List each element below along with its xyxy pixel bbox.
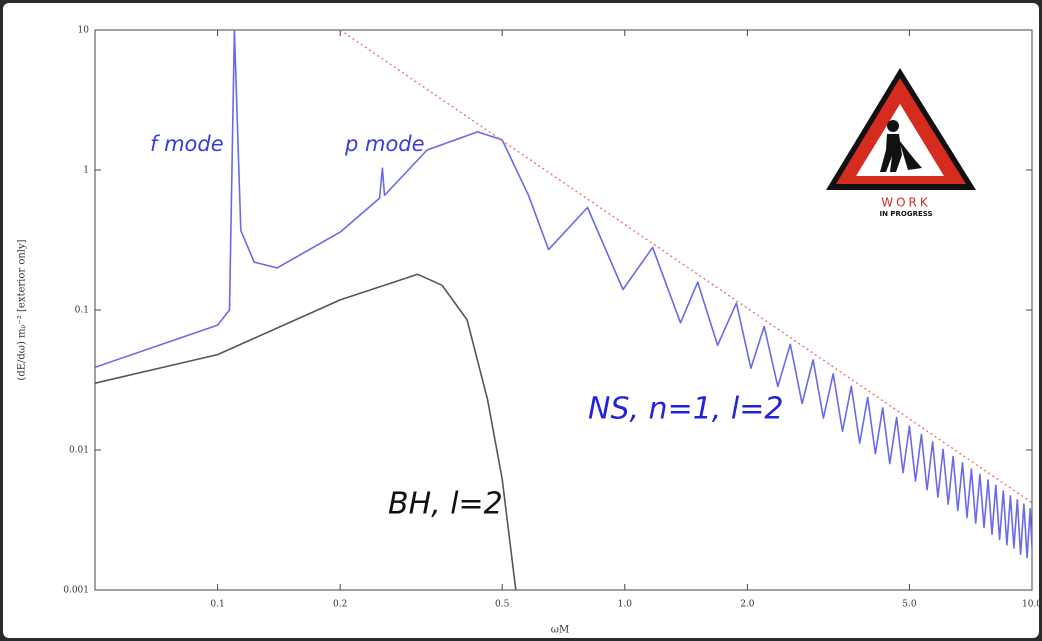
annotation: NS, n=1, l=2 xyxy=(588,392,783,427)
x-tick-label: 0.5 xyxy=(495,600,510,610)
x-tick-label: 2.0 xyxy=(740,600,755,610)
badge-text: IN PROGRESS xyxy=(879,210,932,218)
annotation: BH, l=2 xyxy=(388,487,503,522)
x-tick-label: 1.0 xyxy=(618,600,633,610)
x-axis-label: ωM xyxy=(551,625,569,636)
series-line xyxy=(95,273,517,590)
y-tick-label: 0.01 xyxy=(69,446,89,456)
series-line xyxy=(95,30,1032,559)
y-tick-label: 0.1 xyxy=(75,306,89,316)
y-axis-label: (dE/dω) mₚ⁻² [exterior only] xyxy=(17,239,28,380)
x-tick-label: 0.1 xyxy=(210,600,224,610)
y-tick-label: 0.001 xyxy=(63,586,89,596)
work-sign: WORK IN PROGRESS xyxy=(826,68,976,218)
annotation: p mode xyxy=(344,132,425,156)
y-tick-label: 10 xyxy=(78,26,90,36)
y-tick-label: 1 xyxy=(83,166,89,176)
x-tick-label: 5.0 xyxy=(902,600,917,610)
annotation: f mode xyxy=(150,132,224,156)
badge-text: WORK xyxy=(881,196,931,210)
x-tick-label: 10.0 xyxy=(1022,600,1042,610)
x-tick-label: 0.2 xyxy=(333,600,347,610)
panel xyxy=(3,3,1039,638)
